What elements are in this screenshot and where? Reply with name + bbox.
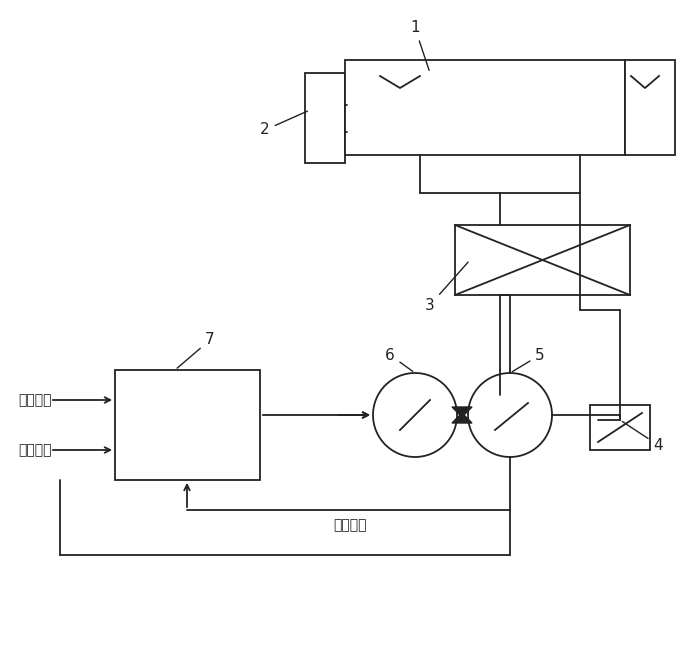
Text: 压力设定: 压力设定 (19, 393, 52, 407)
Bar (305, 73, 345, 163)
Polygon shape (452, 413, 472, 423)
Bar (590, 405, 650, 450)
Text: 5: 5 (512, 348, 545, 371)
Bar (455, 225, 630, 295)
Text: 1: 1 (410, 20, 429, 70)
Text: 反馈压力: 反馈压力 (333, 518, 366, 532)
Circle shape (468, 373, 552, 457)
Text: 3: 3 (425, 262, 468, 312)
Polygon shape (452, 407, 472, 417)
Text: 7: 7 (177, 333, 215, 368)
Bar (345, 60, 625, 155)
Bar (115, 370, 260, 480)
Text: 速度设定: 速度设定 (19, 443, 52, 457)
Text: 2: 2 (260, 111, 307, 138)
Text: 4: 4 (623, 422, 663, 453)
Bar (625, 60, 675, 155)
Text: 6: 6 (385, 348, 413, 371)
Circle shape (373, 373, 457, 457)
